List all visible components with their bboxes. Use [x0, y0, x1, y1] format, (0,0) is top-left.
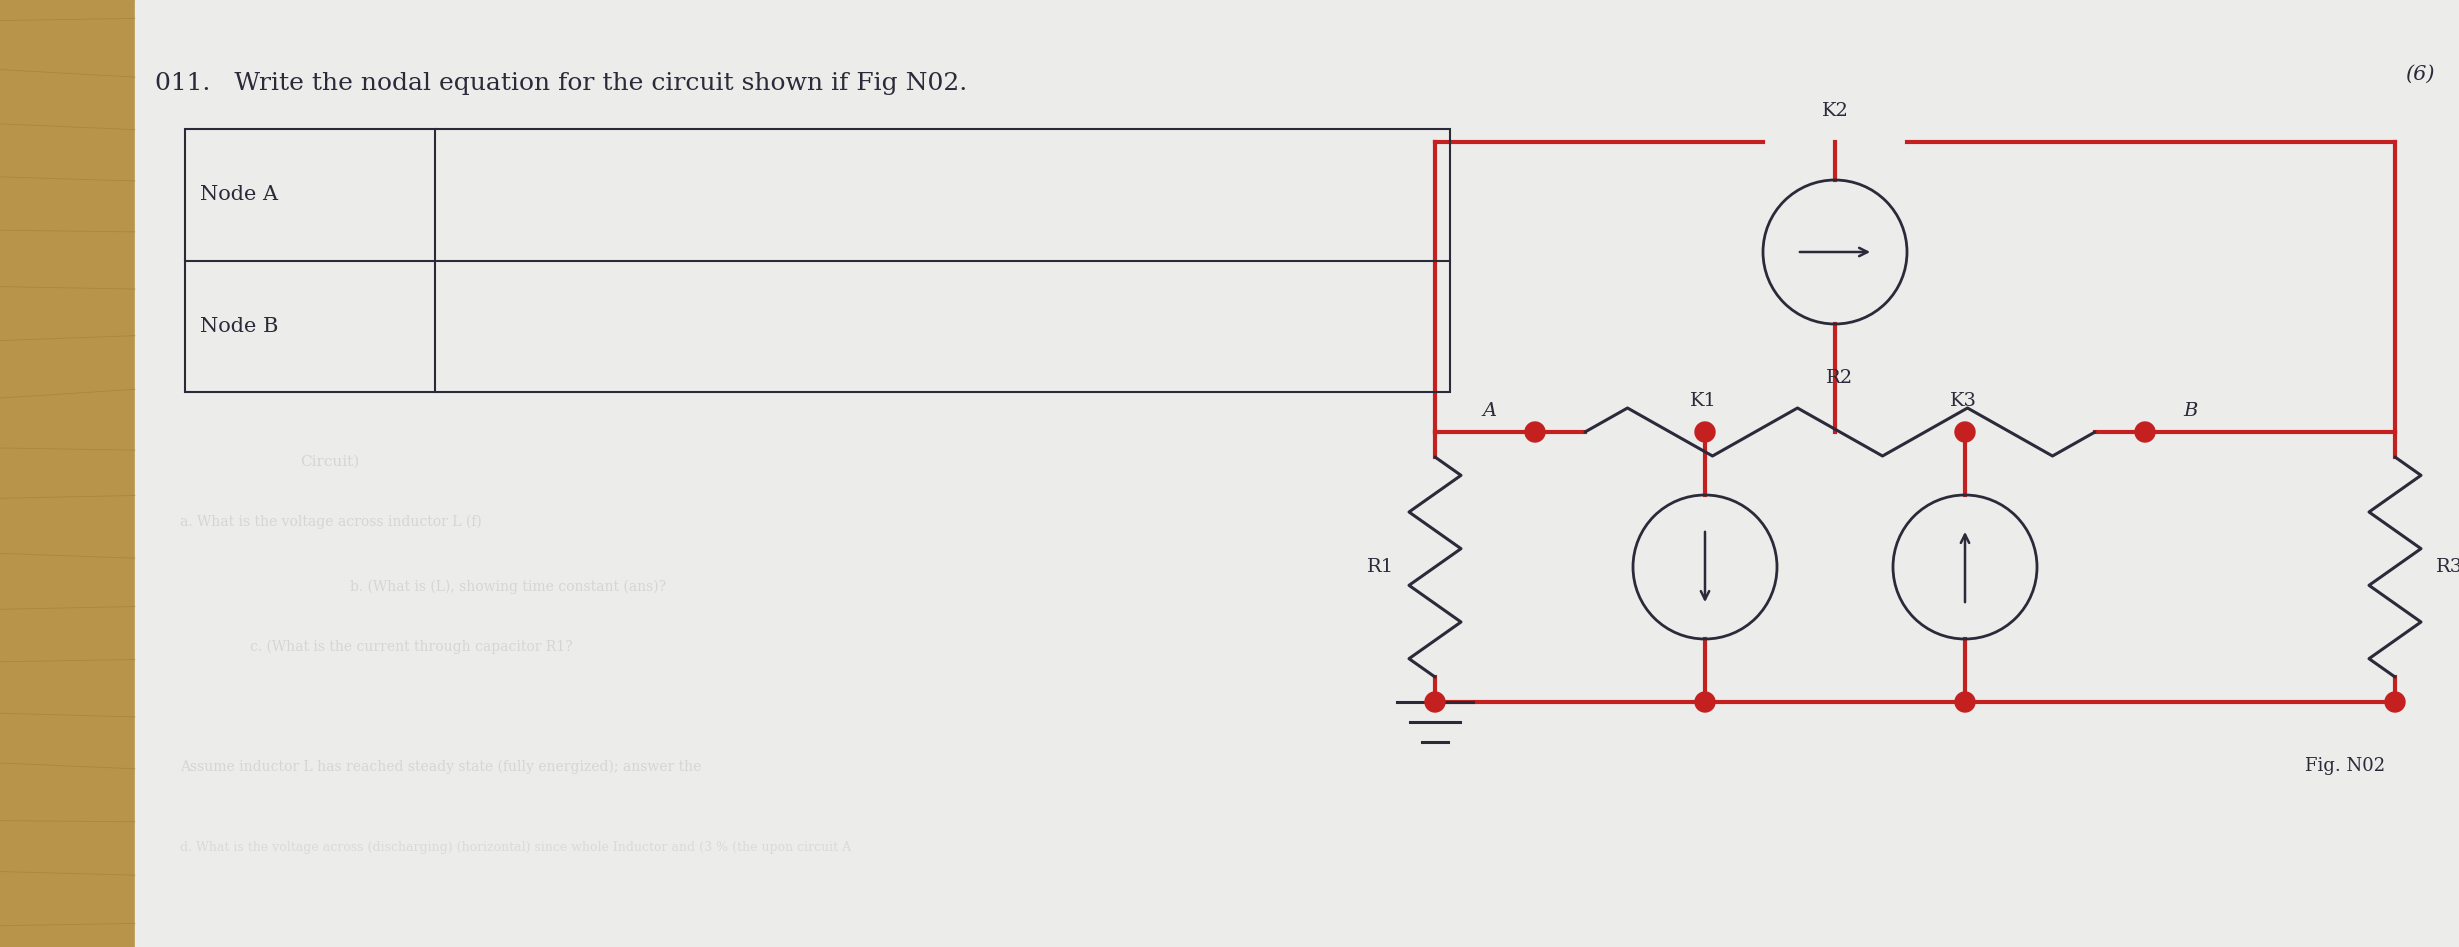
- Circle shape: [1426, 692, 1446, 712]
- Text: Node A: Node A: [199, 186, 278, 205]
- Text: b. (What is (L), showing time constant (ans)?: b. (What is (L), showing time constant (…: [349, 580, 666, 594]
- Text: a. What is the voltage across inductor L (f): a. What is the voltage across inductor L…: [180, 515, 482, 529]
- Circle shape: [1694, 422, 1714, 442]
- Text: Circuit): Circuit): [300, 455, 359, 469]
- Circle shape: [1955, 422, 1975, 442]
- Text: Node B: Node B: [199, 316, 278, 336]
- Text: R3: R3: [2437, 558, 2459, 576]
- Text: K2: K2: [1822, 102, 1849, 120]
- Text: 011.   Write the nodal equation for the circuit shown if Fig N02.: 011. Write the nodal equation for the ci…: [155, 72, 966, 95]
- Bar: [184, 129, 1451, 392]
- Circle shape: [1525, 422, 1544, 442]
- Text: Assume inductor L has reached steady state (fully energized); answer the: Assume inductor L has reached steady sta…: [180, 759, 701, 775]
- Text: (6): (6): [2405, 65, 2434, 84]
- Bar: [0, 0, 135, 947]
- Text: A: A: [1483, 402, 1498, 420]
- Text: d. What is the voltage across (discharging) (horizontal) since whole Inductor an: d. What is the voltage across (dischargi…: [180, 841, 851, 853]
- Text: B: B: [2184, 402, 2198, 420]
- Text: K1: K1: [1689, 392, 1716, 410]
- Text: R1: R1: [1367, 558, 1394, 576]
- Circle shape: [1955, 692, 1975, 712]
- Circle shape: [2134, 422, 2154, 442]
- Circle shape: [2385, 692, 2405, 712]
- Text: c. (What is the current through capacitor R1?: c. (What is the current through capacito…: [251, 640, 573, 654]
- Text: Fig. N02: Fig. N02: [2304, 757, 2385, 775]
- Text: R2: R2: [1827, 369, 1854, 387]
- Circle shape: [1694, 692, 1714, 712]
- Text: K3: K3: [1950, 392, 1977, 410]
